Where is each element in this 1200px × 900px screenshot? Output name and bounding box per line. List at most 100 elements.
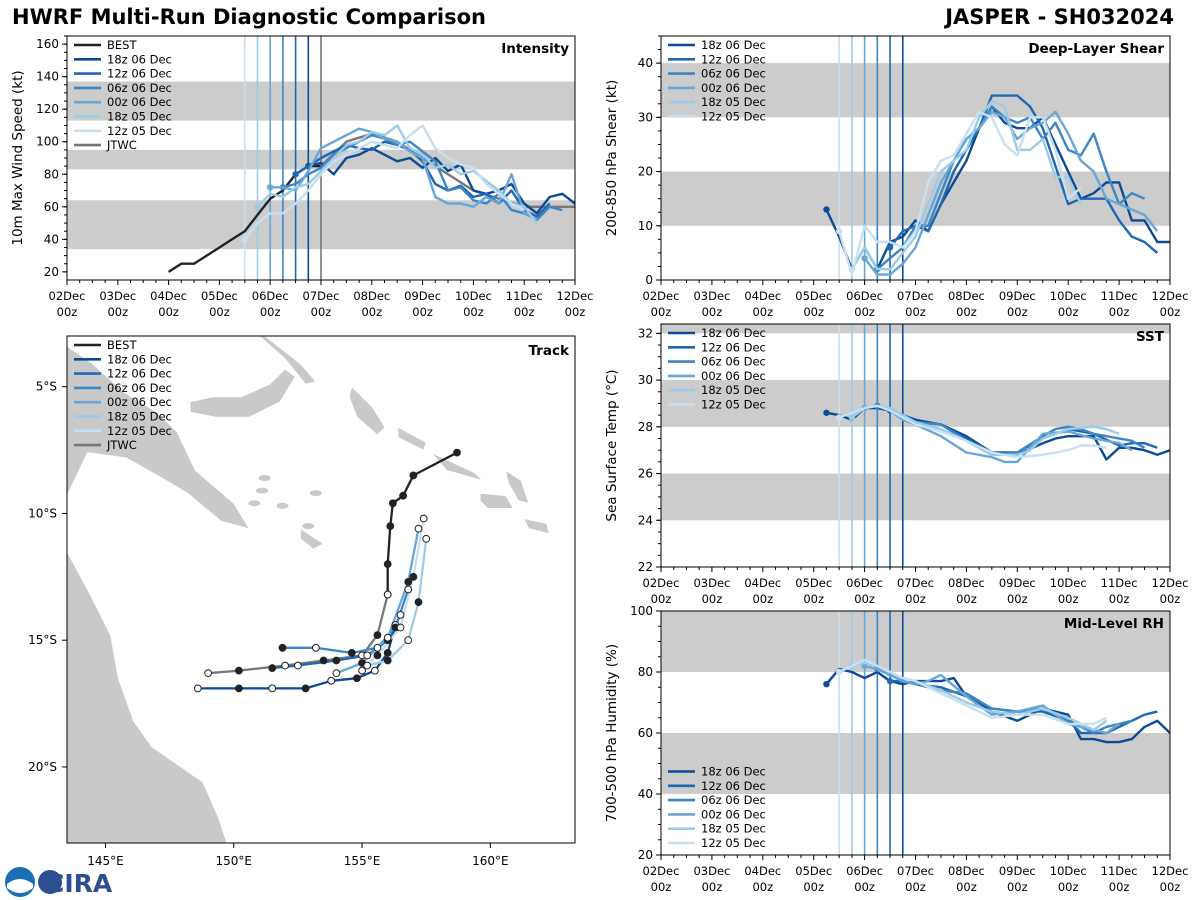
- track-position-marker: [370, 666, 379, 675]
- legend-label: 18z 06 Dec: [701, 38, 766, 52]
- x-tick-label: 00z: [1058, 305, 1079, 319]
- series-start-point: [292, 171, 299, 178]
- x-tick-label: 10Dec: [455, 289, 492, 303]
- track-position-marker: [332, 669, 341, 678]
- panel-title: Mid-Level RH: [1064, 616, 1164, 632]
- x-tick-label: 05Dec: [201, 289, 238, 303]
- x-tick-label: 00z: [1109, 592, 1130, 606]
- x-tick-label: 00z: [361, 305, 382, 319]
- series-start-point: [835, 228, 843, 235]
- legend-label: 18z 05 Dec: [701, 822, 766, 836]
- track-position-marker: [347, 648, 356, 657]
- legend-label: 06z 06 Dec: [701, 355, 766, 369]
- x-tick-label: 00z: [514, 305, 535, 319]
- panel-title: Deep-Layer Shear: [1028, 41, 1164, 57]
- legend-label: 06z 06 Dec: [107, 81, 172, 95]
- y-tick-label: 140: [36, 70, 59, 84]
- track-position-marker: [373, 631, 382, 640]
- panel-rh: 20 40 60 80 100 02Dec 00z 03Dec 00z 04Dec 00z 05Dec…: [604, 604, 1188, 894]
- track-position-marker: [396, 610, 405, 619]
- legend-label: JTWC: [106, 138, 137, 152]
- x-tick-label: 00z: [956, 305, 977, 319]
- legend-label: 00z 06 Dec: [107, 395, 172, 409]
- legend-label: 18z 06 Dec: [701, 326, 766, 340]
- legend-label: 18z 06 Dec: [107, 352, 172, 366]
- y-axis-label: 200-850 hPa Shear (kt): [604, 80, 620, 237]
- x-tick-label: 12Dec: [1152, 576, 1189, 590]
- x-tick-label: 10Dec: [1050, 289, 1087, 303]
- legend-label: BEST: [107, 338, 137, 352]
- shaded-band: [661, 63, 1170, 118]
- track-position-marker: [301, 684, 310, 693]
- series-line-00z-06-dec: [270, 127, 538, 221]
- y-tick-label: 22: [638, 560, 653, 574]
- track-position-marker: [268, 664, 277, 672]
- x-tick-label: 06Dec: [252, 289, 289, 303]
- small-island: [255, 487, 268, 494]
- x-tick-label: 05Dec: [795, 864, 832, 878]
- legend-label: 12z 06 Dec: [107, 67, 172, 81]
- y-tick-label: 100: [36, 135, 59, 149]
- series-start-point: [267, 184, 274, 191]
- x-tick-label: 00z: [209, 305, 230, 319]
- track-position-marker: [414, 524, 423, 533]
- legend-label: 12z 06 Dec: [701, 340, 766, 354]
- y-tick-label: 40: [638, 56, 653, 70]
- australia-landmass: [67, 551, 228, 843]
- series-start-point: [835, 668, 843, 676]
- x-tick-label: 00z: [57, 305, 78, 319]
- series-line-18z-06-dec: [308, 146, 575, 215]
- series-line-18z-05-dec: [850, 99, 1082, 271]
- x-tick-label: 00z: [412, 305, 433, 319]
- track-position-marker: [409, 471, 418, 480]
- legend-label: 12z 05 Dec: [701, 398, 766, 412]
- x-tick-label: 11Dec: [1101, 576, 1138, 590]
- legend-label: 00z 06 Dec: [107, 95, 172, 109]
- y-axis-label: 10m Max Wind Speed (kt): [10, 70, 26, 245]
- y-tick-label: 10: [638, 219, 653, 233]
- track-position-marker: [404, 577, 413, 586]
- track-position-marker: [204, 669, 213, 678]
- track-position-marker: [268, 684, 277, 693]
- series-line-06z-06-dec: [282, 133, 563, 222]
- legend-label: 12z 05 Dec: [701, 836, 766, 850]
- x-tick-label: 07Dec: [897, 864, 934, 878]
- track-position-marker: [234, 684, 243, 693]
- track-position-marker: [373, 651, 382, 660]
- legend-label: 12z 06 Dec: [701, 779, 766, 793]
- x-tick-label: 00z: [854, 880, 875, 894]
- legend-label: 12z 06 Dec: [107, 367, 172, 381]
- panel-shear: 0 10 20 30 40 02Dec 00z 03Dec 00z 04Dec 00z 05Dec 00…: [604, 35, 1189, 319]
- legend-label: 00z 06 Dec: [701, 807, 766, 821]
- lon-tick-label: 150°E: [216, 854, 253, 868]
- louisiade-islands: [300, 527, 325, 550]
- figure-title: HWRF Multi-Run Diagnostic Comparison: [12, 5, 487, 29]
- x-tick-label: 04Dec: [744, 864, 781, 878]
- x-tick-label: 00z: [1160, 305, 1181, 319]
- legend-label: 00z 06 Dec: [701, 81, 766, 95]
- legend-label: 12z 05 Dec: [107, 424, 172, 438]
- track-position-marker: [383, 560, 392, 569]
- panel-intensity: 20 40 60 80 100 120 140 160 02Dec 00z 03Dec 00z 04De…: [10, 35, 593, 319]
- x-tick-label: 08Dec: [948, 289, 985, 303]
- shaded-band: [661, 733, 1170, 794]
- new-guinea-landmass: [67, 345, 251, 530]
- x-tick-label: 05Dec: [795, 289, 832, 303]
- x-tick-label: 12Dec: [1152, 289, 1189, 303]
- track-position-marker: [278, 643, 287, 652]
- x-tick-label: 00z: [260, 305, 281, 319]
- x-tick-label: 03Dec: [693, 289, 730, 303]
- x-tick-label: 00z: [956, 880, 977, 894]
- track-position-marker: [363, 661, 372, 670]
- x-tick-label: 02Dec: [643, 289, 680, 303]
- lat-tick-label: 10°S: [28, 506, 57, 520]
- x-tick-label: 08Dec: [948, 864, 985, 878]
- panel-sst: 22 24 26 28 30 32 02Dec 00z 03Dec 00z 04Dec 00z 05De…: [604, 323, 1189, 606]
- y-tick-label: 24: [638, 513, 653, 527]
- x-tick-label: 00z: [1007, 305, 1028, 319]
- legend-label: 18z 06 Dec: [107, 52, 172, 66]
- x-tick-label: 09Dec: [404, 289, 441, 303]
- track-position-marker: [404, 585, 413, 594]
